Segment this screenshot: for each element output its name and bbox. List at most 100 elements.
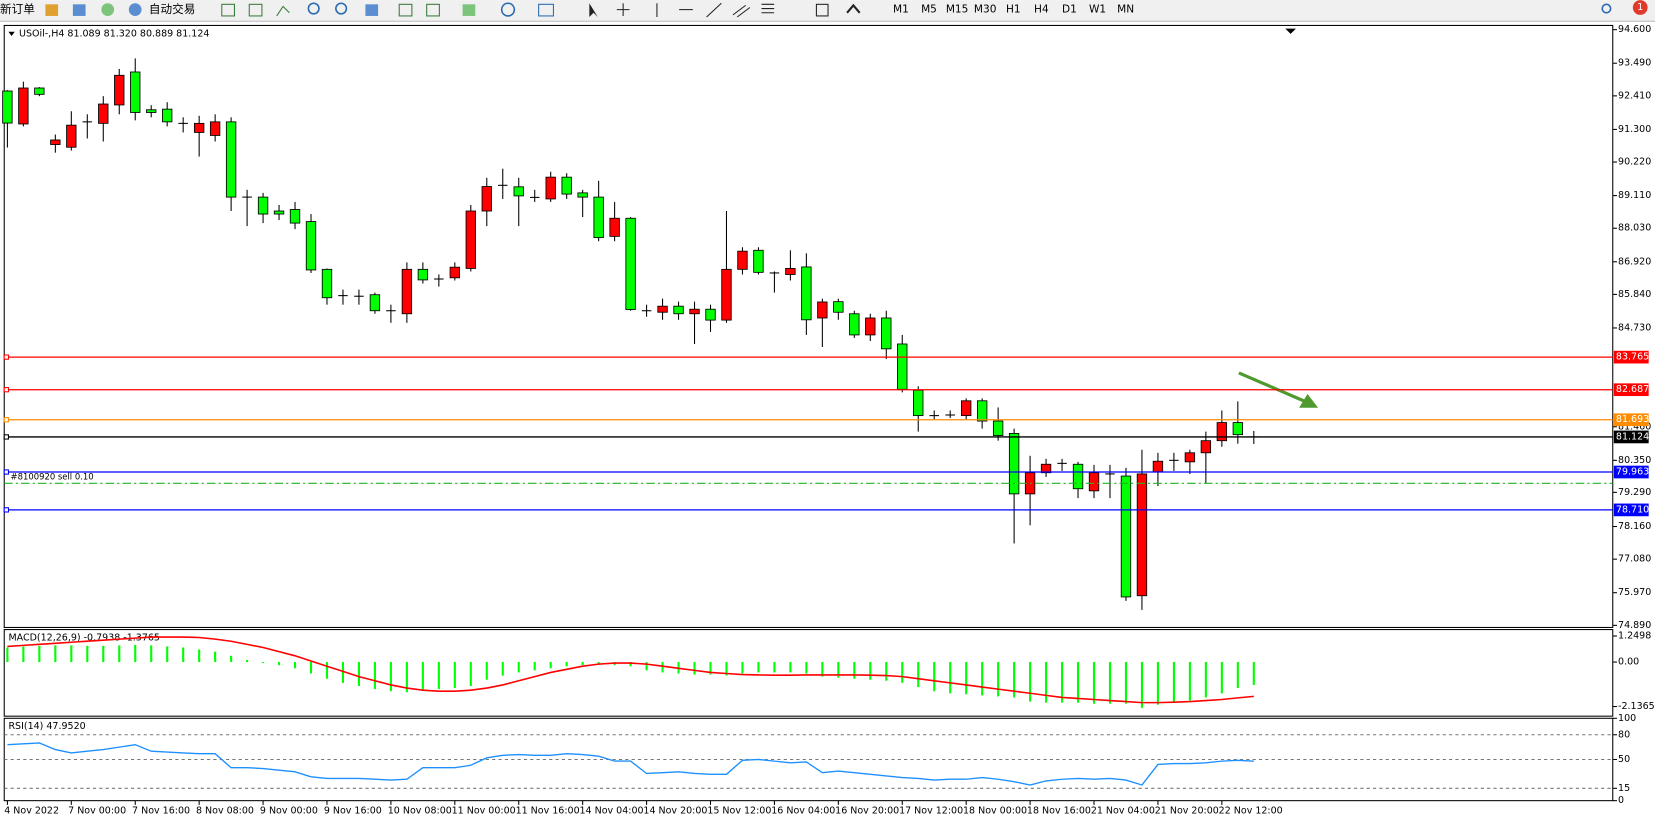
x-tick-label: 18 Nov 16:00 [1027, 806, 1091, 817]
candle-body [34, 87, 45, 95]
icon[interactable] [45, 4, 59, 16]
level-handle [3, 434, 9, 440]
candle-body [849, 313, 860, 336]
candle-body [817, 301, 828, 319]
candle-body [913, 389, 924, 417]
icon[interactable] [307, 2, 320, 15]
icon[interactable] [276, 5, 290, 17]
x-tick-label: 22 Nov 12:00 [1219, 806, 1283, 817]
candle-body [1152, 460, 1164, 473]
candle-body [753, 249, 764, 273]
icon[interactable] [706, 2, 722, 18]
x-tick-label: 7 Nov 00:00 [68, 806, 126, 817]
macd-panel [3, 629, 1614, 717]
rsi-line [7, 742, 1254, 786]
candle-body [1120, 475, 1132, 598]
icon[interactable] [538, 3, 554, 17]
candle-body [705, 308, 716, 321]
level-handle [3, 507, 9, 513]
x-tick-label: 21 Nov 04:00 [1091, 806, 1155, 817]
y-tick-label: 0.00 [1618, 657, 1639, 668]
candle-body [801, 266, 812, 321]
level-tag [1613, 350, 1649, 364]
icon[interactable] [815, 3, 829, 17]
candle-body [465, 210, 476, 269]
candle-body [162, 108, 173, 123]
new-order-label[interactable]: 新订单 [0, 2, 35, 16]
y-tick-label: 85.840 [1618, 289, 1651, 300]
candle-body [273, 210, 285, 215]
candle-body [417, 268, 429, 281]
icon[interactable] [398, 3, 413, 17]
level-label: 83.765 [1616, 352, 1649, 363]
icon[interactable] [72, 4, 86, 16]
icon[interactable] [128, 3, 142, 16]
x-tick-label: 7 Nov 16:00 [132, 806, 190, 817]
candle-body [321, 268, 333, 299]
candle-body [689, 308, 700, 315]
timeframe-button[interactable]: M30 [974, 4, 997, 16]
level-tag [1613, 430, 1649, 444]
icon[interactable] [248, 3, 263, 17]
level-handle [3, 469, 9, 475]
icon[interactable] [101, 3, 115, 16]
candle-body [18, 87, 29, 125]
icon[interactable] [732, 4, 751, 18]
search-icon[interactable] [1601, 3, 1612, 14]
timeframe-button[interactable]: W1 [1089, 4, 1106, 16]
timeframe-button[interactable]: D1 [1062, 4, 1077, 16]
icon[interactable] [589, 3, 598, 17]
alert-badge[interactable] [1632, 0, 1648, 15]
candle-body [545, 176, 556, 200]
candle-body [657, 305, 668, 313]
icon[interactable] [616, 3, 630, 16]
auto-trading-button[interactable]: 自动交易 [127, 2, 199, 19]
rsi-title: RSI(14) 47.9520 [8, 721, 85, 732]
candle-body [146, 109, 157, 113]
auto-trading-label[interactable]: 自动交易 [149, 2, 195, 16]
candle-body [130, 71, 141, 113]
icon[interactable] [335, 2, 348, 15]
timeframe-button[interactable]: M5 [921, 4, 937, 16]
level-handle [3, 387, 9, 393]
y-tick-label: 81.460 [1618, 421, 1651, 432]
x-tick-label: 17 Nov 12:00 [899, 806, 963, 817]
x-tick-label: 10 Nov 08:00 [388, 806, 452, 817]
icon[interactable] [462, 4, 476, 16]
y-tick-label: 89.110 [1618, 190, 1651, 201]
level-tag [1613, 503, 1649, 517]
candle-body [513, 186, 524, 197]
new-order-button[interactable]: 新订单 [0, 2, 35, 16]
x-tick-label: 14 Nov 04:00 [579, 806, 643, 817]
candle-body [193, 122, 205, 133]
icon[interactable] [761, 3, 775, 14]
icon[interactable] [426, 3, 440, 17]
level-tag [1613, 413, 1649, 427]
toolbar-icons [45, 2, 1612, 18]
level-handle [3, 354, 9, 360]
candle-body [1088, 472, 1100, 492]
timeframe-button[interactable]: M1 [893, 4, 909, 16]
timeframe-button[interactable]: H4 [1034, 4, 1049, 16]
timeframe-button[interactable]: H1 [1006, 4, 1021, 16]
icon[interactable] [500, 2, 516, 17]
candle-body [2, 90, 13, 124]
timeframe-button[interactable]: M15 [946, 4, 969, 16]
candle-body [1216, 422, 1228, 442]
icon[interactable] [846, 3, 861, 14]
candle-body [1136, 473, 1148, 597]
candle-body [449, 266, 460, 279]
y-tick-label: 90.220 [1618, 157, 1651, 168]
candle-body [1040, 463, 1052, 474]
candle-body [1200, 440, 1212, 454]
candle-body [114, 74, 125, 106]
candle-body [976, 400, 988, 422]
timeframe-button[interactable]: MN [1117, 4, 1134, 16]
icon[interactable] [221, 3, 235, 17]
icon[interactable] [365, 4, 379, 16]
x-tick-label: 15 Nov 12:00 [707, 806, 771, 817]
alert-count[interactable]: 1 [1637, 2, 1643, 13]
candle-body [305, 221, 317, 271]
price-title: USOil-,H4 81.089 81.320 80.889 81.124 [19, 28, 209, 39]
candle-body [737, 250, 748, 270]
